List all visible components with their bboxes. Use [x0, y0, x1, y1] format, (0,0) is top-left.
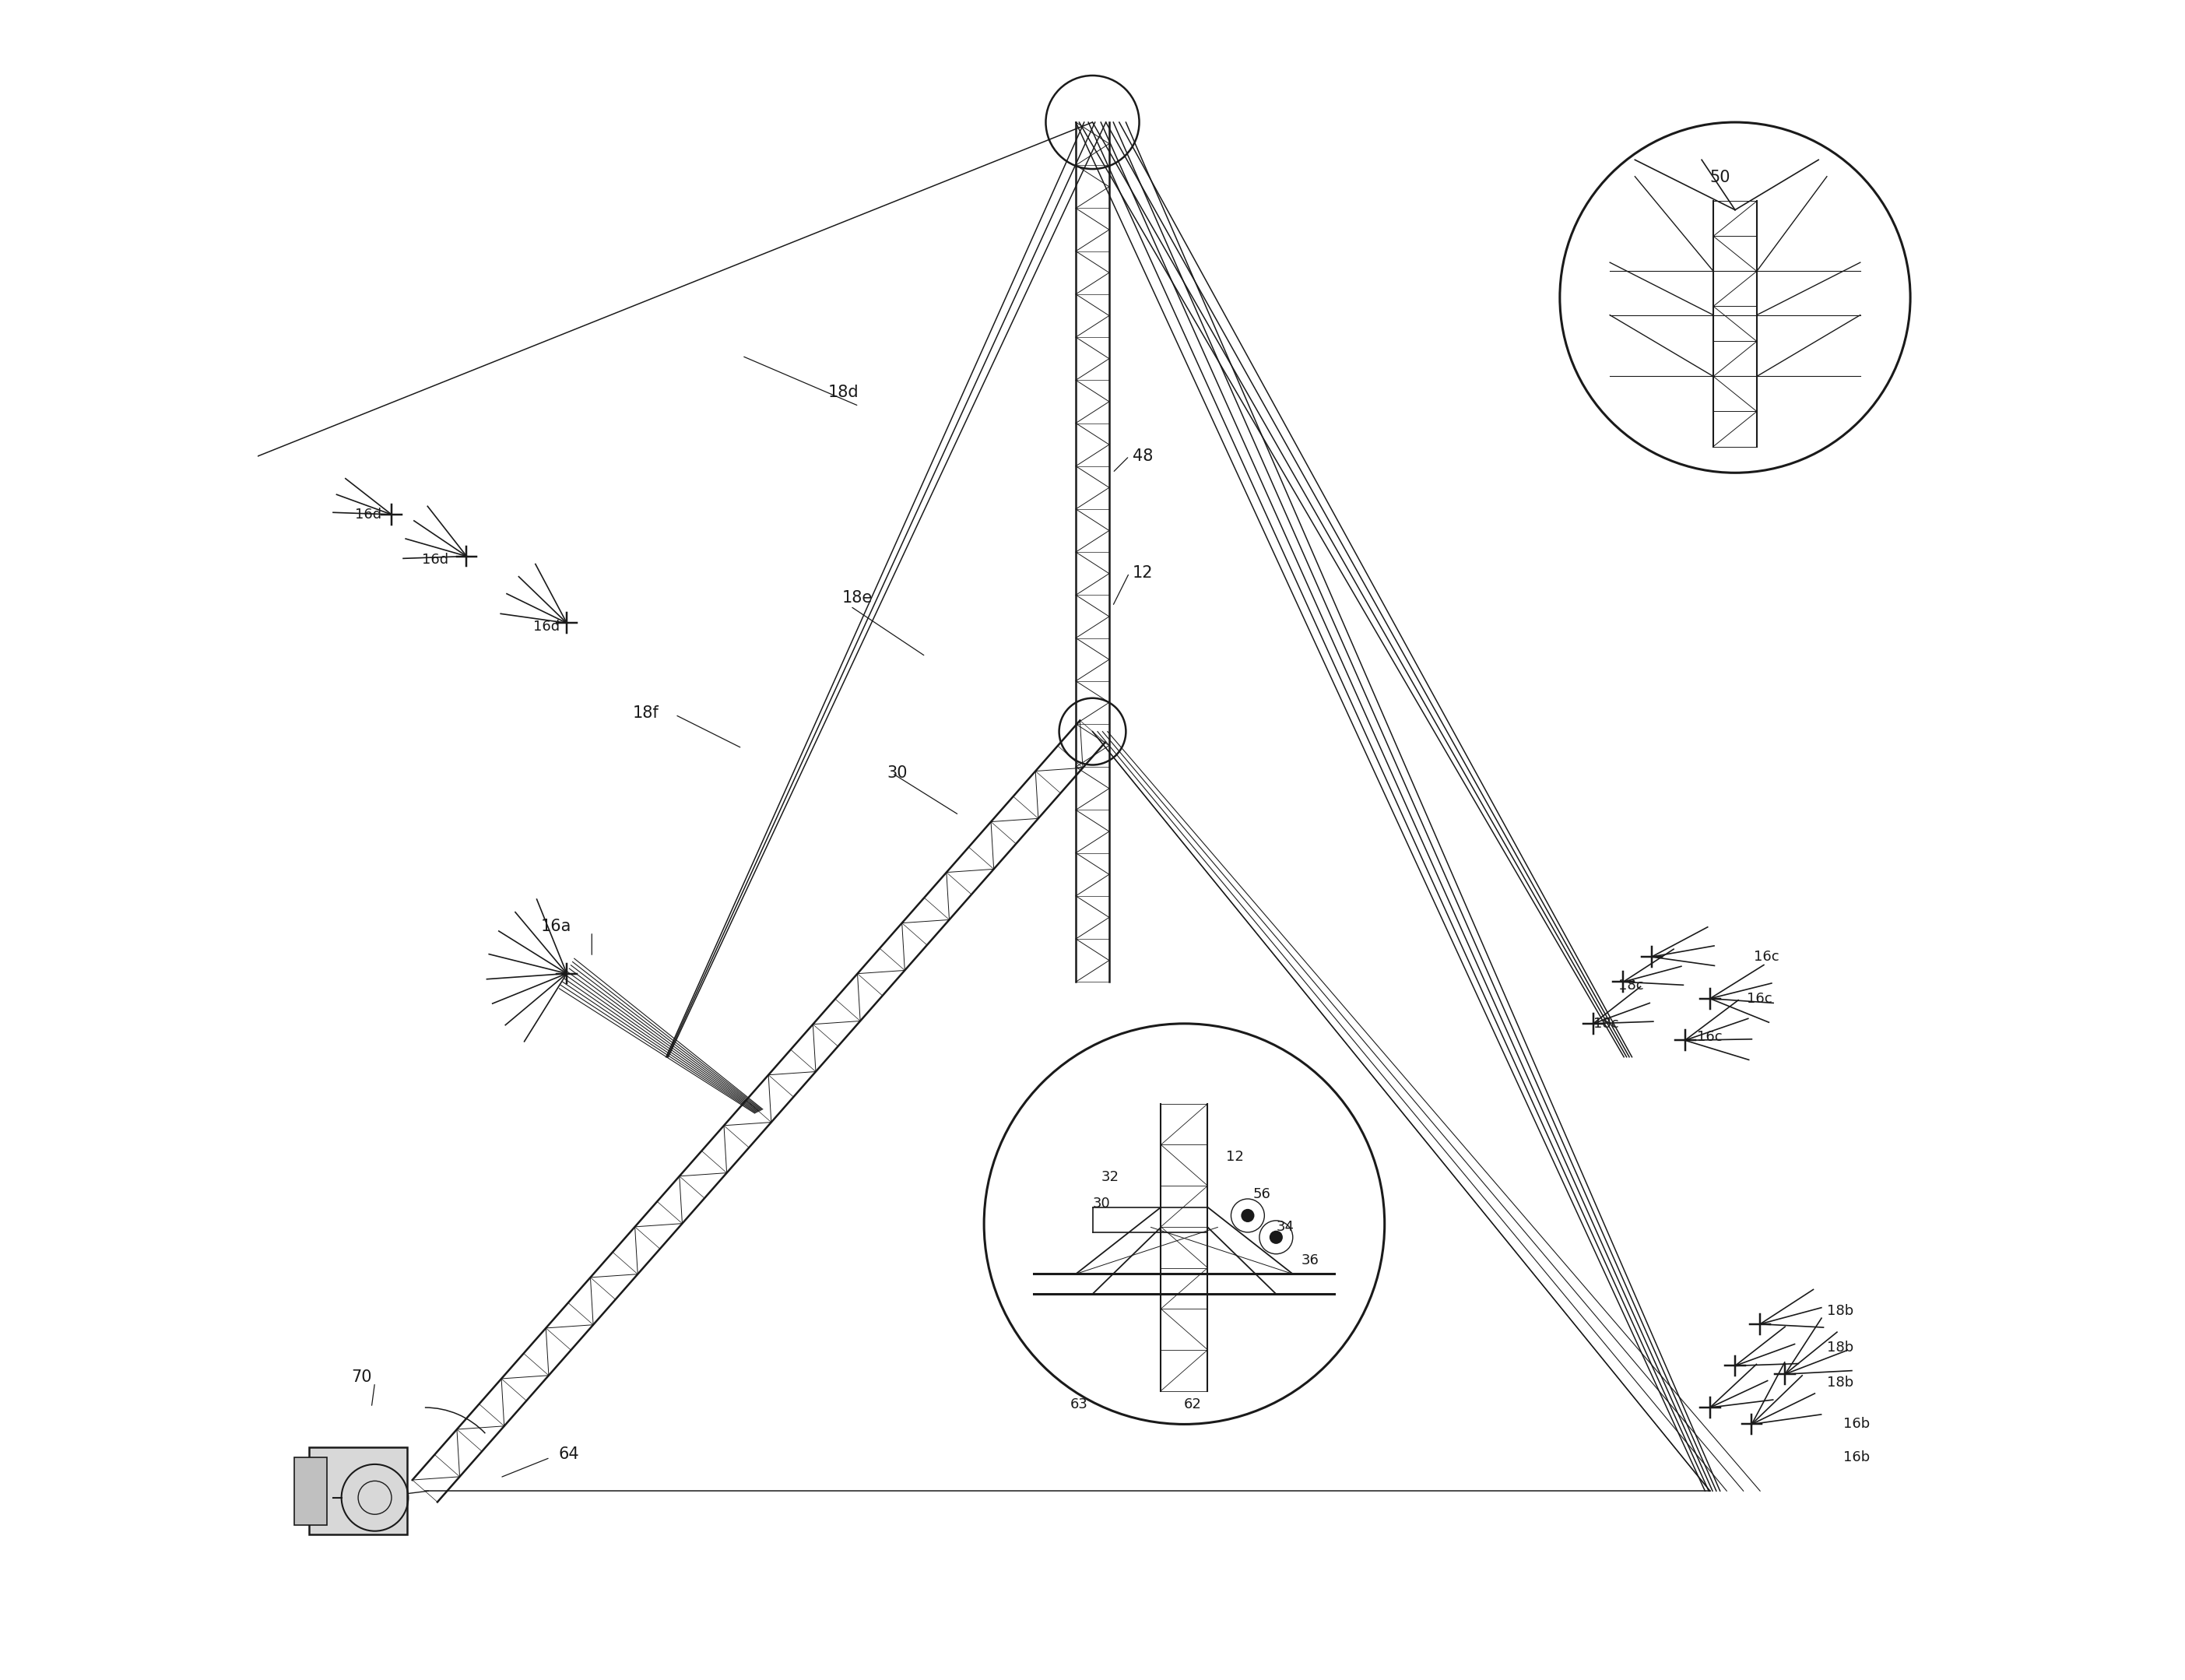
Text: 18b: 18b: [1827, 1376, 1853, 1389]
Text: 62: 62: [1184, 1398, 1202, 1411]
Text: 16c: 16c: [1698, 1030, 1722, 1043]
Text: 16b: 16b: [1844, 1450, 1870, 1465]
Text: 70: 70: [352, 1369, 371, 1386]
Circle shape: [1560, 123, 1910, 472]
Text: 18c: 18c: [1619, 978, 1643, 993]
Text: 18e: 18e: [841, 590, 872, 606]
Text: 32: 32: [1101, 1171, 1119, 1184]
Circle shape: [983, 1023, 1385, 1425]
Text: 64: 64: [559, 1446, 579, 1462]
FancyBboxPatch shape: [308, 1448, 406, 1534]
Text: 56: 56: [1252, 1186, 1269, 1201]
Text: 12: 12: [1226, 1151, 1243, 1164]
Text: 16a: 16a: [542, 919, 572, 934]
Circle shape: [1241, 1210, 1254, 1223]
Text: 48: 48: [1132, 449, 1154, 464]
Text: 16d: 16d: [533, 620, 559, 633]
Text: 50: 50: [1709, 170, 1731, 185]
Text: 16d: 16d: [354, 507, 382, 521]
Text: 16d: 16d: [422, 553, 448, 566]
Text: 16c: 16c: [1746, 991, 1772, 1006]
Text: 18d: 18d: [828, 385, 859, 400]
Text: 30: 30: [1092, 1196, 1110, 1211]
FancyBboxPatch shape: [295, 1457, 328, 1525]
Text: 16b: 16b: [1844, 1418, 1870, 1431]
Text: 18f: 18f: [631, 706, 658, 721]
Text: 63: 63: [1071, 1398, 1088, 1411]
Text: 18b: 18b: [1827, 1304, 1853, 1317]
Text: 16c: 16c: [1752, 949, 1779, 964]
Text: 36: 36: [1300, 1253, 1320, 1268]
Text: 12: 12: [1132, 564, 1154, 581]
Circle shape: [1269, 1230, 1283, 1243]
Text: 30: 30: [887, 766, 907, 781]
Text: 18b: 18b: [1827, 1341, 1853, 1354]
Text: 34: 34: [1276, 1220, 1294, 1235]
Text: 18c: 18c: [1593, 1016, 1619, 1030]
